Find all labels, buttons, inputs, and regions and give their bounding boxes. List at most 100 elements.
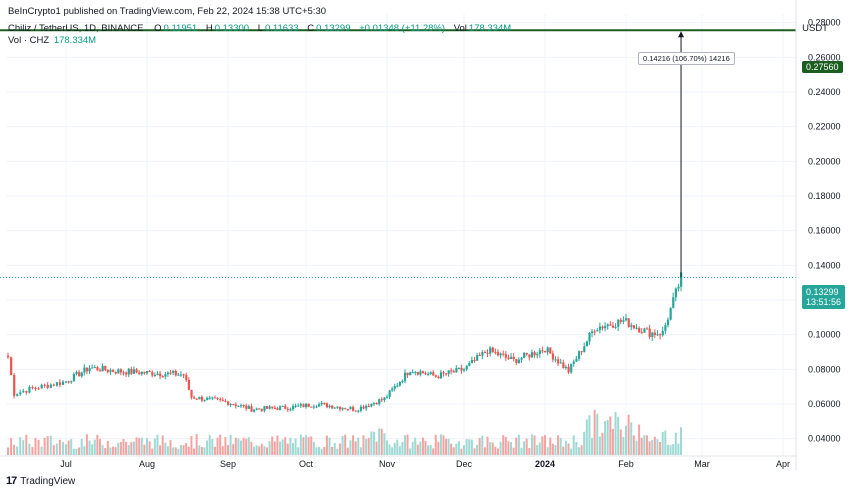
candle-body [528, 354, 531, 358]
candle-body [414, 372, 417, 374]
candle-body [523, 352, 526, 358]
volume-bar [125, 441, 128, 455]
volume-bar [58, 439, 61, 455]
candle-body [445, 373, 448, 375]
candle-body [536, 353, 539, 356]
volume-bar [315, 447, 318, 455]
volume-bar [263, 446, 266, 455]
volume-bar [187, 446, 190, 455]
candle-body [504, 354, 508, 358]
candle-body [669, 307, 672, 320]
candle-body [75, 372, 78, 374]
volume-bar [106, 440, 109, 455]
candle-body [161, 376, 164, 378]
candle-body [80, 372, 83, 377]
volume-bar [148, 441, 151, 455]
y-tick-label: 0.18000 [808, 191, 841, 201]
volume-bar [80, 438, 83, 455]
volume-legend: Vol · CHZ 178.334M [8, 35, 102, 46]
volume-bar [510, 442, 513, 455]
candle-body [645, 328, 649, 330]
candle-body [403, 372, 407, 381]
volume-bar [232, 444, 235, 455]
candle-body [533, 352, 536, 356]
candle-body [677, 286, 680, 289]
volume-bar [457, 441, 460, 455]
volume-bar [331, 446, 334, 455]
candle-body [380, 399, 383, 401]
volume-bar [318, 446, 321, 455]
candle-body [299, 404, 302, 406]
volume-bar [572, 435, 575, 455]
volume-bar [541, 436, 544, 455]
candle-body [588, 333, 591, 342]
volume-bar [336, 448, 339, 455]
candle-body [409, 372, 412, 376]
volume-bar [380, 428, 383, 455]
volume-bar [346, 447, 349, 455]
y-tick-label: 0.26000 [808, 52, 841, 62]
candle-body [310, 406, 313, 408]
candle-body [156, 373, 159, 376]
candle-body [659, 334, 662, 336]
symbol-name[interactable]: Chiliz / TetherUS, 1D, BINANCE [8, 23, 144, 34]
volume-bar [328, 437, 331, 455]
candle-body [61, 381, 65, 385]
candle-body [190, 389, 193, 398]
candle-body [672, 297, 675, 308]
volume-bar [65, 444, 67, 455]
candle-body [55, 382, 59, 386]
candle-body [352, 407, 355, 411]
y-tick-label: 0.04000 [808, 434, 841, 444]
volume-bar [476, 444, 479, 455]
volume-bar [473, 448, 476, 455]
candle-body [452, 371, 455, 373]
currency-label[interactable]: USDT [802, 23, 828, 34]
candle-body [481, 351, 484, 356]
volume-bar [10, 438, 13, 455]
candle-body [421, 371, 425, 374]
candle-body [530, 352, 534, 358]
volume-bar [653, 436, 656, 455]
candle-body [393, 386, 396, 389]
candle-body [159, 373, 162, 377]
candle-body [499, 353, 502, 356]
y-tick-label: 0.10000 [808, 330, 841, 340]
candle-body [365, 405, 368, 409]
low-label: L [257, 23, 263, 34]
candle-body [85, 367, 89, 372]
candle-body [614, 326, 617, 328]
candle-body [468, 363, 471, 366]
candle-body [551, 353, 555, 360]
volume-bar [140, 437, 143, 455]
candle-body [276, 408, 279, 410]
candle-body [489, 347, 492, 354]
candle-body [473, 359, 476, 361]
y-tick-label: 0.08000 [808, 364, 841, 374]
volume-bar [91, 444, 94, 455]
volume-bar [606, 420, 609, 455]
candle-body [213, 397, 217, 399]
volume-bar [122, 438, 125, 455]
volume-bar [161, 435, 164, 455]
candle-body [437, 376, 440, 379]
candle-body [247, 406, 250, 409]
candle-body [263, 406, 266, 411]
candle-body [106, 370, 110, 372]
candle-body [83, 367, 86, 373]
candle-body [491, 347, 494, 352]
volume-bar [559, 437, 562, 455]
candle-body [346, 409, 350, 411]
ohlc-legend: Chiliz / TetherUS, 1D, BINANCE O 0.11951 … [8, 23, 517, 34]
volume-bar [234, 437, 237, 455]
volume-bar [549, 437, 552, 455]
volume-bar [604, 421, 607, 455]
volume-bar [52, 445, 55, 455]
volume-bar [630, 422, 633, 455]
candle-body [635, 327, 638, 329]
volume-bar [25, 434, 28, 455]
volume-bar [174, 447, 177, 455]
volume-indicator-label[interactable]: Vol · CHZ [8, 35, 50, 46]
candle-body [227, 401, 230, 405]
